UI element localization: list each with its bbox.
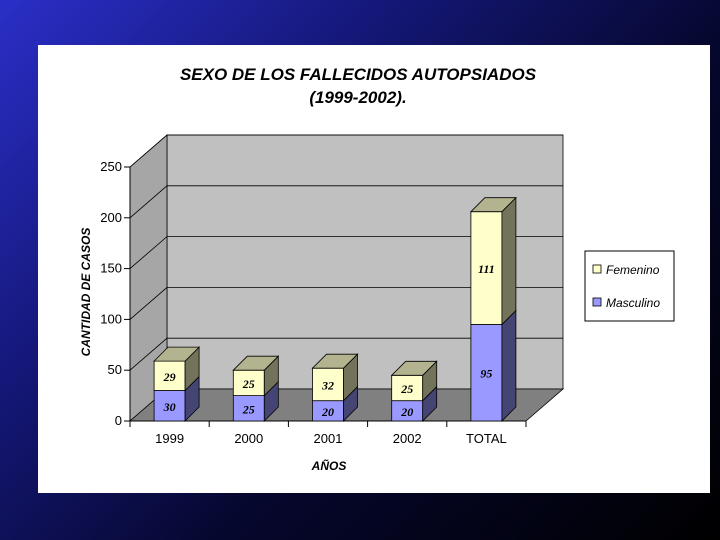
y-tick-label: 250 xyxy=(100,159,122,174)
legend-swatch xyxy=(592,297,602,307)
legend-item: Masculino xyxy=(592,296,660,310)
x-tick-label: 2001 xyxy=(314,431,343,446)
data-label: 20 xyxy=(321,405,334,419)
x-axis-title: AÑOS xyxy=(311,458,347,473)
gridline xyxy=(129,286,563,320)
legend-item: Femenino xyxy=(592,263,660,277)
bar-side xyxy=(501,196,517,326)
bar-side xyxy=(501,309,517,422)
bar-segment-femenino: 29 xyxy=(153,346,201,392)
bar-segment-femenino: 32 xyxy=(311,353,359,402)
y-axis-title: CANTIDAD DE CASOS xyxy=(79,228,93,357)
gridlines xyxy=(124,134,563,427)
x-tick-label: 2002 xyxy=(393,431,422,446)
bar-front xyxy=(312,367,344,402)
legend-label: Femenino xyxy=(606,263,660,277)
chart-panel: SEXO DE LOS FALLECIDOS AUTOPSIADOS (1999… xyxy=(38,45,710,493)
x-tick-label: 2000 xyxy=(234,431,263,446)
legend-label: Masculino xyxy=(606,296,660,310)
bars: 30 29 25 25 20 32 20 25 95 111 xyxy=(153,196,517,422)
chart-title: SEXO DE LOS FALLECIDOS AUTOPSIADOS xyxy=(180,65,537,84)
bar-top xyxy=(232,355,280,371)
legend-swatch xyxy=(592,264,602,274)
bar-top xyxy=(153,346,201,362)
bar-segment-femenino: 111 xyxy=(469,196,517,326)
data-label: 25 xyxy=(242,377,255,391)
bar-front xyxy=(391,374,424,402)
bar-segment-femenino: 25 xyxy=(232,355,280,397)
chart: SEXO DE LOS FALLECIDOS AUTOPSIADOS (1999… xyxy=(79,65,675,473)
bar-segment-masculino: 30 xyxy=(153,375,200,422)
bar-front xyxy=(232,369,265,397)
bar-top xyxy=(390,360,438,376)
bar-front xyxy=(153,360,186,391)
y-tick-label: 150 xyxy=(100,261,122,276)
bar-top xyxy=(311,353,359,369)
data-label: 29 xyxy=(163,370,176,384)
gridline xyxy=(129,185,563,219)
bar-top xyxy=(469,197,517,213)
data-label: 32 xyxy=(321,378,334,392)
gridline xyxy=(129,337,563,371)
data-label: 30 xyxy=(163,400,176,414)
bar-segment-masculino: 25 xyxy=(232,380,279,422)
y-tick-labels: 0 50 100 150 200 250 xyxy=(100,159,122,428)
gridline xyxy=(129,236,563,269)
bar-segment-masculino: 95 xyxy=(470,309,517,422)
x-tick-label: 1999 xyxy=(155,431,184,446)
data-label: 25 xyxy=(242,402,255,416)
x-tick-label: TOTAL xyxy=(466,431,507,446)
legend: Femenino Masculino xyxy=(584,250,675,322)
data-label: 95 xyxy=(480,367,492,381)
bar-segment-femenino: 25 xyxy=(390,360,438,402)
data-label: 111 xyxy=(478,262,495,276)
legend-box xyxy=(584,250,675,322)
y-tick-label: 0 xyxy=(115,413,122,428)
data-label: 25 xyxy=(400,382,413,396)
bar-segment-masculino: 20 xyxy=(391,385,438,422)
data-label: 20 xyxy=(400,405,413,419)
y-tick-label: 100 xyxy=(100,311,122,326)
chart-subtitle: (1999-2002). xyxy=(309,88,406,107)
y-tick-label: 50 xyxy=(108,362,122,377)
y-tick-label: 200 xyxy=(100,210,122,225)
x-tick-labels: 1999 2000 2001 2002 TOTAL xyxy=(155,431,507,446)
gridline xyxy=(129,134,563,168)
